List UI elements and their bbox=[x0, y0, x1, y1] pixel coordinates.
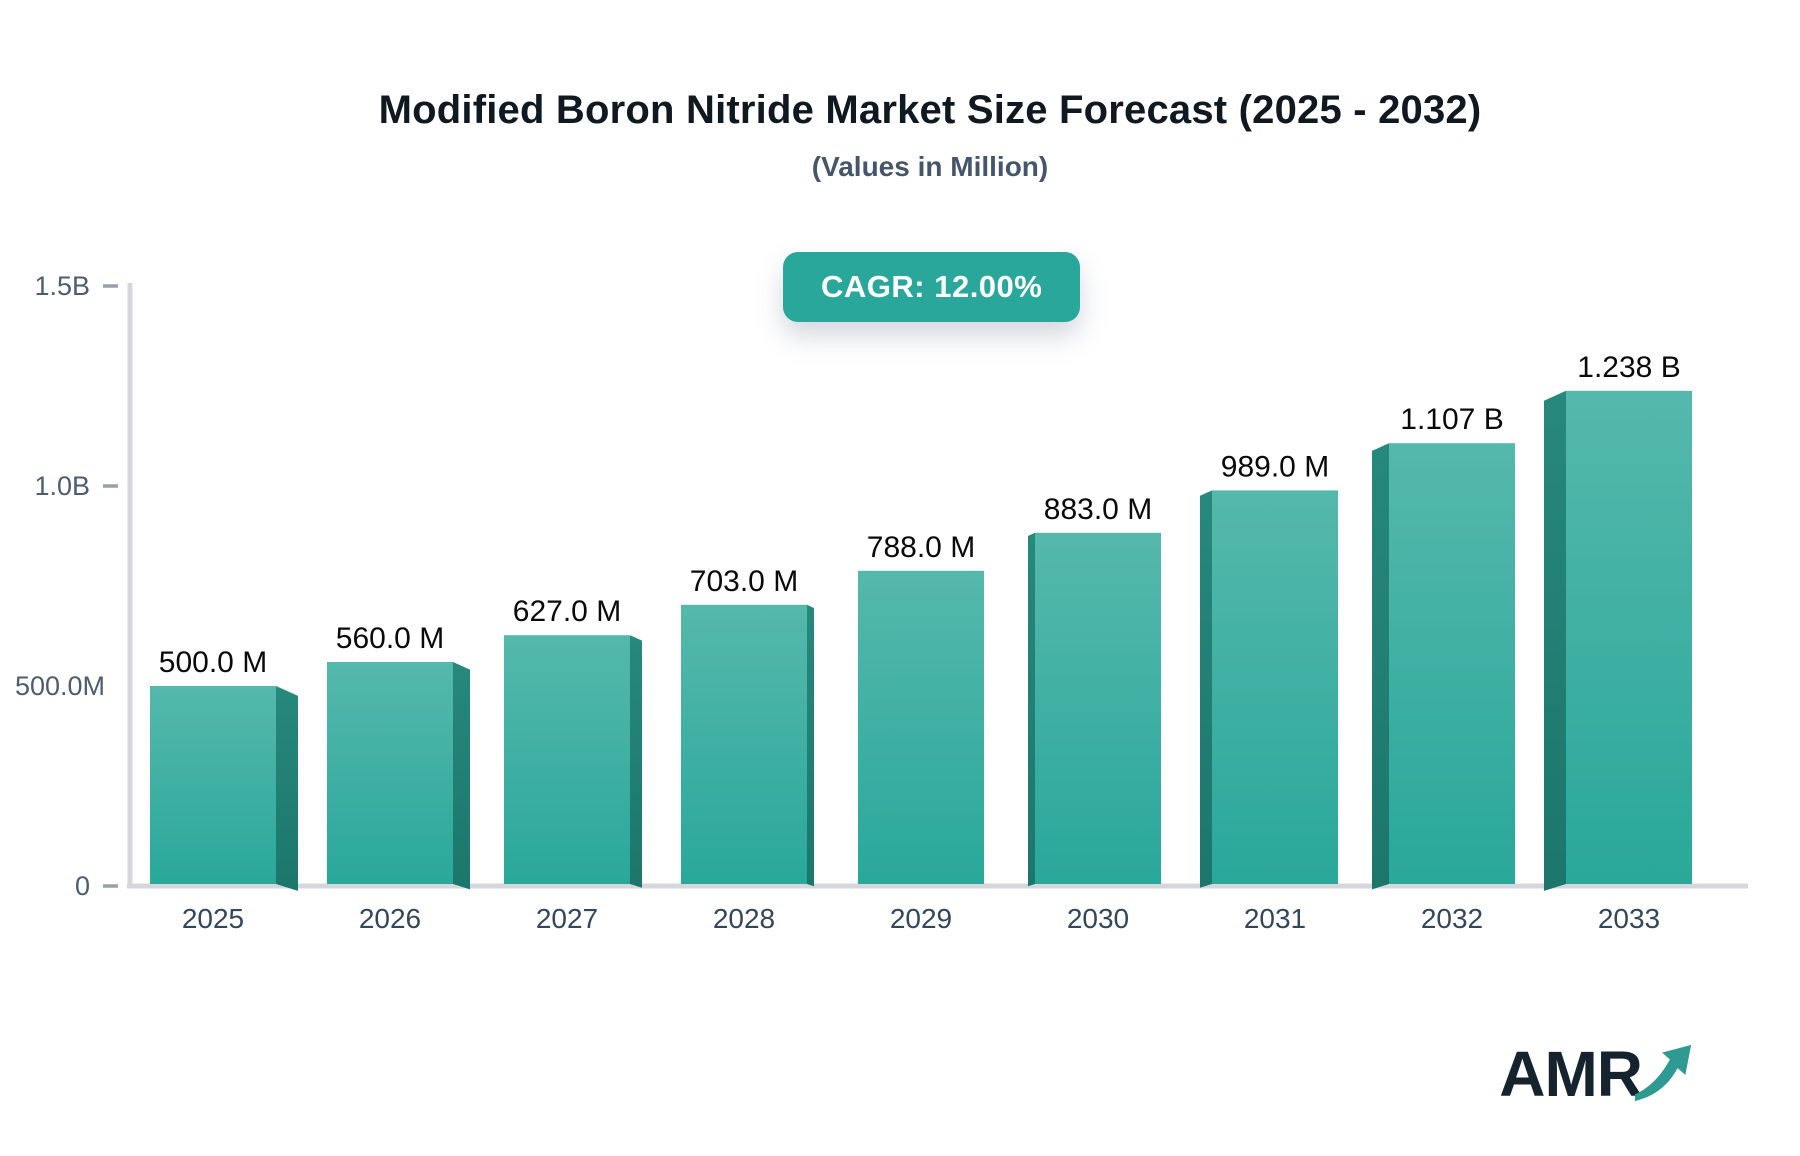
bar-value-label-2029: 788.0 M bbox=[867, 531, 975, 564]
bar-value-label-2026: 560.0 M bbox=[336, 622, 444, 655]
bar-side-2032 bbox=[1372, 443, 1389, 890]
y-tick-label: 0 bbox=[75, 871, 90, 901]
y-tick-label: 1.0B bbox=[34, 471, 90, 501]
cagr-badge-wrap: CAGR: 12.00% bbox=[783, 252, 1081, 322]
bar-2032 bbox=[1389, 443, 1515, 884]
bar-side-2028 bbox=[807, 604, 814, 887]
chart-subtitle: (Values in Million) bbox=[811, 151, 1049, 182]
bar-2025 bbox=[150, 686, 276, 884]
chart-title: Modified Boron Nitride Market Size Forec… bbox=[378, 88, 1482, 132]
x-tick-label-2029: 2029 bbox=[890, 903, 952, 934]
bar-side-2027 bbox=[630, 635, 642, 888]
growth-arrow-icon bbox=[1634, 1044, 1692, 1102]
bar-value-label-2031: 989.0 M bbox=[1221, 450, 1329, 483]
bar-2030 bbox=[1035, 532, 1161, 884]
bar-side-2026 bbox=[453, 662, 470, 890]
bar-2027 bbox=[504, 635, 630, 884]
bar-2033 bbox=[1566, 390, 1692, 884]
x-tick-label-2028: 2028 bbox=[713, 903, 775, 934]
bar-side-2031 bbox=[1200, 490, 1212, 888]
x-tick-label-2032: 2032 bbox=[1421, 903, 1483, 934]
bar-value-label-2025: 500.0 M bbox=[159, 646, 267, 679]
bar-value-label-2027: 627.0 M bbox=[513, 595, 621, 628]
x-tick-label-2025: 2025 bbox=[182, 903, 244, 934]
y-tick-label: 500.0M bbox=[15, 671, 105, 701]
bar-side-2033 bbox=[1544, 390, 1566, 891]
amr-logo-text: AMR bbox=[1499, 1038, 1643, 1110]
bar-2028 bbox=[681, 604, 807, 884]
x-tick-label-2027: 2027 bbox=[536, 903, 598, 934]
bar-2026 bbox=[327, 662, 453, 884]
bar-side-2025 bbox=[276, 686, 298, 891]
x-tick-label-2033: 2033 bbox=[1598, 903, 1660, 934]
y-tick-label: 1.5B bbox=[34, 271, 90, 301]
bar-value-label-2030: 883.0 M bbox=[1044, 493, 1152, 526]
bar-value-label-2032: 1.107 B bbox=[1400, 403, 1503, 436]
cagr-badge: CAGR: 12.00% bbox=[783, 252, 1081, 322]
bar-2031 bbox=[1212, 490, 1338, 884]
x-tick-label-2031: 2031 bbox=[1244, 903, 1306, 934]
amr-logo: AMR bbox=[1499, 1042, 1696, 1106]
x-tick-label-2026: 2026 bbox=[359, 903, 421, 934]
chart-header: Modified Boron Nitride Market Size Forec… bbox=[60, 88, 1800, 183]
bar-side-2030 bbox=[1028, 532, 1035, 887]
bar-value-label-2028: 703.0 M bbox=[690, 565, 798, 598]
x-tick-label-2030: 2030 bbox=[1067, 903, 1129, 934]
bar-2029 bbox=[858, 570, 984, 884]
bar-value-label-2033: 1.238 B bbox=[1577, 351, 1680, 384]
